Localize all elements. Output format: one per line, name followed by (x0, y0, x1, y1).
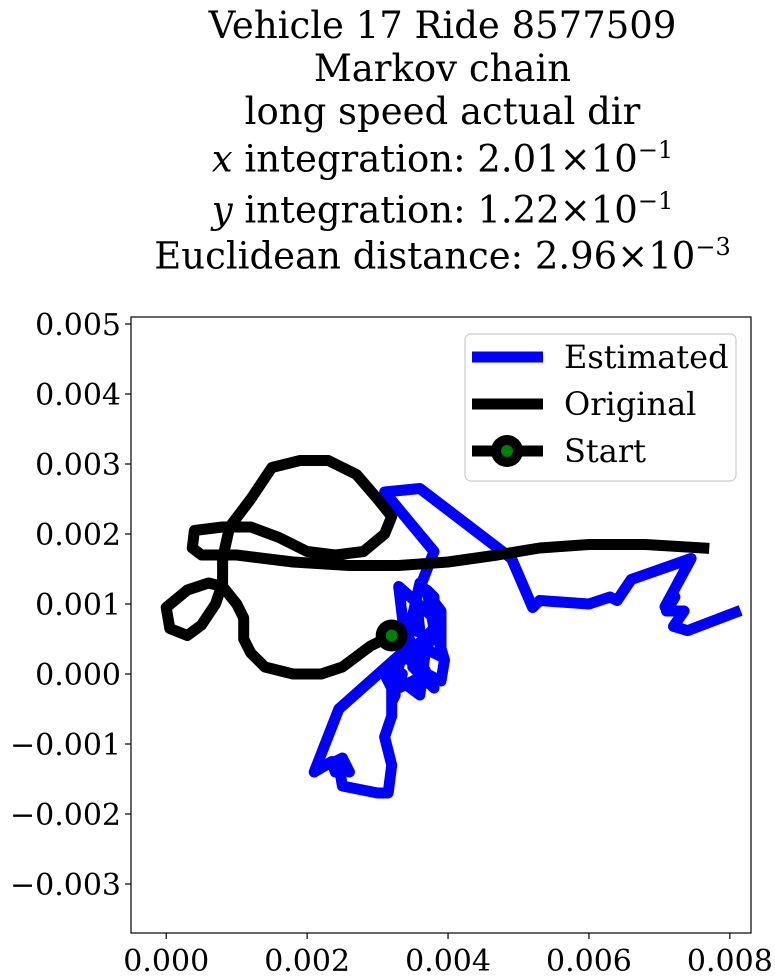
title-y-base: 10 (590, 188, 638, 232)
y-tick-label: 0.003 (35, 448, 121, 483)
y-tick-label: −0.001 (10, 728, 121, 763)
x-tick-label: 0.008 (687, 944, 773, 979)
title-line-3: long speed actual dir (244, 90, 641, 133)
axes-layer: 0.000 0.002 0.004 0.006 0.008 0.005 0.004 0.003… (10, 308, 773, 979)
y-tick-label: −0.002 (10, 798, 121, 833)
y-tick-label: 0.005 (35, 308, 121, 343)
x-tick-label: 0.004 (405, 944, 491, 979)
legend: Estimated Original Start (464, 333, 737, 482)
title-x-variable: x (211, 137, 233, 181)
legend-label: Estimated (564, 338, 729, 376)
legend-frame (464, 333, 737, 482)
title-line-5: y integration: 1.22×10−1 (0, 187, 775, 231)
title-y-variable: y (211, 188, 233, 232)
y-tick-label: 0.004 (35, 378, 121, 413)
title-line-6: Euclidean distance: 2.96×10−3 (0, 233, 775, 277)
estimated-line (308, 483, 743, 799)
y-tick-label: 0.002 (35, 518, 121, 553)
title-y-integration: integration: 1.22 (232, 188, 560, 232)
start-marker-center (385, 629, 398, 642)
title-distance-exponent: −3 (695, 233, 731, 261)
legend-label: Original (564, 385, 696, 423)
title-euclidean-distance: Euclidean distance: 2.96 (154, 234, 618, 278)
x-tick-label: 0.002 (264, 944, 350, 979)
title-x-times: × (559, 137, 591, 181)
original-line (160, 455, 710, 680)
title-line-2: Markov chain (313, 47, 572, 90)
plot-frame (130, 316, 752, 934)
title-x-integration: integration: 2.01 (232, 137, 560, 181)
legend-start-marker-center (501, 445, 513, 457)
title-line-4: x integration: 2.01×10−1 (0, 136, 775, 180)
title-x-base: 10 (590, 137, 638, 181)
y-tick-label: −0.003 (10, 868, 121, 903)
x-tick-label: 0.006 (546, 944, 632, 979)
title-line-1: Vehicle 17 Ride 8577509 (208, 4, 677, 47)
legend-label: Start (564, 432, 646, 470)
y-tick-label: 0.000 (35, 658, 121, 693)
title-distance-times: × (617, 234, 649, 278)
title-y-times: × (559, 188, 591, 232)
series-layer (160, 455, 743, 799)
title-y-exponent: −1 (637, 187, 674, 215)
x-tick-label: 0.000 (123, 944, 209, 979)
title-x-exponent: −1 (637, 136, 674, 164)
y-tick-label: 0.001 (35, 588, 121, 623)
title-distance-base: 10 (648, 234, 696, 278)
